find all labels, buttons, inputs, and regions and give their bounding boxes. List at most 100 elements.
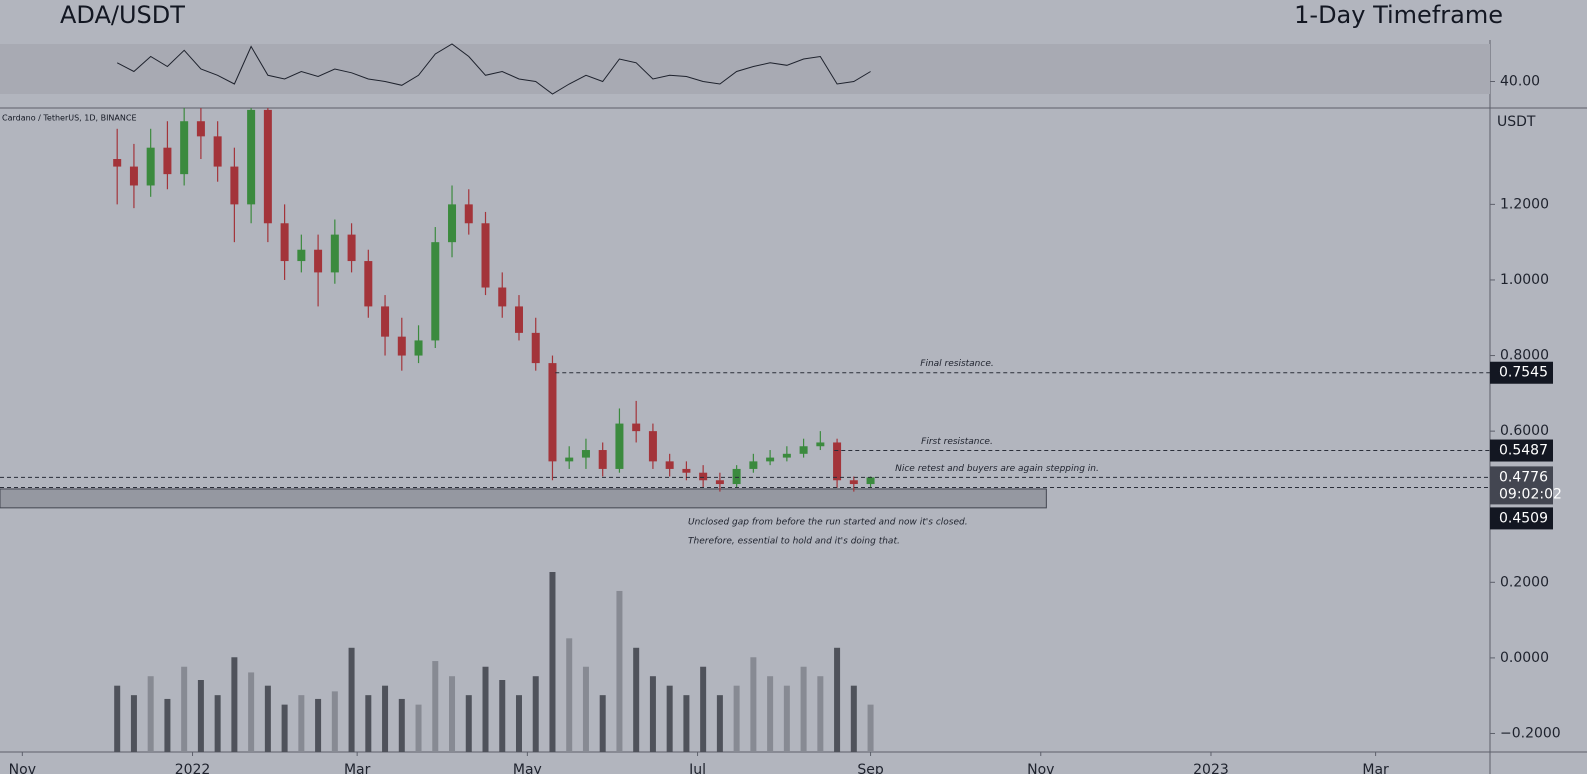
level-label: 0.5487: [1499, 443, 1548, 459]
candle-body: [397, 336, 406, 356]
level-label-box: [1490, 361, 1553, 384]
volume-bar: [147, 676, 154, 752]
volume-bar: [582, 666, 589, 752]
currency-label: USDT: [1497, 114, 1536, 130]
candle-body: [565, 457, 574, 462]
volume-bar: [767, 676, 774, 752]
candle-body: [330, 234, 339, 273]
candle-body: [347, 234, 356, 262]
volume-bar: [817, 676, 824, 752]
candle-body: [146, 147, 155, 186]
candle-body: [381, 306, 390, 337]
volume-bar: [432, 661, 439, 752]
volume-bar: [783, 685, 790, 752]
rsi-line: [116, 43, 871, 95]
candle-body: [414, 340, 423, 356]
zone-note: Unclosed gap from before the run started…: [688, 517, 968, 527]
candle-body: [314, 249, 323, 273]
volume-bar: [315, 698, 322, 752]
candle-body: [632, 423, 641, 432]
candle-body: [799, 446, 808, 454]
candle-body: [498, 287, 507, 307]
volume-bar: [231, 657, 238, 752]
volume-bar: [248, 672, 255, 752]
volume-bar: [164, 698, 171, 752]
countdown: 09:02:02: [1499, 486, 1562, 502]
y-tick-label: −0.2000: [1500, 725, 1561, 741]
volume-bar: [566, 638, 573, 752]
volume-bar: [549, 572, 556, 752]
candle-body: [531, 332, 540, 364]
volume-bar: [733, 685, 740, 752]
volume-bar: [750, 657, 757, 752]
volume-bar: [298, 695, 305, 752]
volume-bar: [649, 676, 656, 752]
candle-body: [196, 121, 205, 137]
candle-body: [849, 480, 858, 485]
y-tick-label: 0.6000: [1500, 423, 1549, 439]
volume-bar: [633, 647, 640, 752]
candle-body: [665, 461, 674, 469]
candle-body: [431, 242, 440, 341]
volume-bar: [850, 685, 857, 752]
level-note: Final resistance.: [920, 359, 993, 369]
volume-bar: [130, 695, 137, 752]
volume-bar: [181, 666, 188, 752]
level-label: 0.4509: [1499, 510, 1548, 526]
candle-body: [699, 472, 708, 481]
y-tick-label: 0.8000: [1500, 348, 1549, 364]
candle-body: [280, 223, 289, 262]
volume-bar: [365, 695, 372, 752]
x-tick-label: May: [513, 762, 542, 774]
volume-bar: [482, 666, 489, 752]
volume-bar: [348, 647, 355, 752]
x-tick-label: Mar: [344, 762, 371, 774]
volume-bar: [331, 691, 338, 752]
candle-body: [230, 166, 239, 205]
volume-bar: [465, 695, 472, 752]
candle-body: [581, 450, 590, 458]
symbol-legend: Cardano / TetherUS, 1D, BINANCE: [2, 114, 137, 123]
candle-body: [247, 109, 256, 205]
volume-bar: [599, 695, 606, 752]
candle-body: [481, 223, 490, 288]
volume-bar: [449, 676, 456, 752]
volume-bar: [281, 704, 288, 752]
chart-title: ADA/USDT: [60, 1, 185, 29]
candle-body: [448, 204, 457, 243]
x-tick-label: Sep: [857, 762, 884, 774]
level-label: 0.4776: [1499, 469, 1548, 485]
x-tick-label: Mar: [1362, 762, 1389, 774]
candle-body: [129, 166, 138, 186]
level-note: Nice retest and buyers are again steppin…: [895, 464, 1099, 474]
volume-bar: [867, 704, 874, 752]
candle-body: [715, 480, 724, 485]
zone-note: Therefore, essential to hold and it's do…: [688, 536, 900, 546]
y-tick-label: 0.0000: [1500, 650, 1549, 666]
candle-body: [816, 442, 825, 447]
y-tick-label: 0.2000: [1500, 574, 1549, 590]
chart-subtitle: 1-Day Timeframe: [1294, 1, 1503, 29]
candle-body: [548, 363, 557, 462]
candle-body: [213, 136, 222, 167]
level-label-box: [1490, 466, 1553, 505]
x-tick-label: Jul: [688, 762, 706, 774]
volume-bar: [700, 666, 707, 752]
volume-bar: [616, 590, 623, 752]
candle-body: [682, 468, 691, 473]
x-tick-label: 2022: [175, 762, 211, 774]
candle-body: [364, 261, 373, 307]
candle-body: [833, 442, 842, 481]
volume-bar: [800, 666, 807, 752]
candle-body: [766, 457, 775, 462]
candle-body: [163, 147, 172, 175]
level-note: First resistance.: [921, 437, 993, 447]
volume-bar: [666, 685, 673, 752]
volume-bar: [683, 695, 690, 752]
candle-body: [648, 431, 657, 462]
candle-body: [615, 423, 624, 469]
volume-bar: [382, 685, 389, 752]
volume-bar: [197, 680, 204, 752]
